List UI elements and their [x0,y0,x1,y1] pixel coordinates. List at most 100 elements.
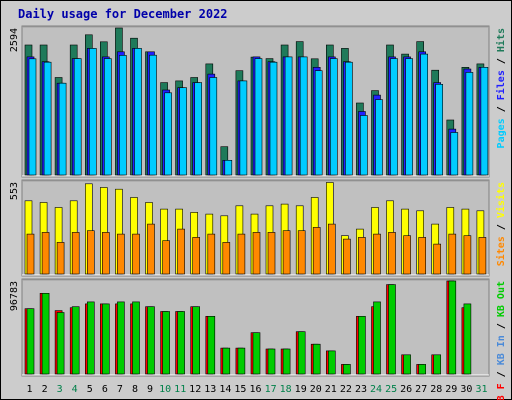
x-tick-label: 9 [147,384,153,395]
x-tick-label: 19 [295,384,307,395]
bar-sites [478,237,487,275]
bar-sites [162,240,170,275]
bar-sites [297,230,306,275]
x-tick-label: 24 [370,384,382,395]
bar-kb-out [162,311,170,375]
bar-pages [104,58,112,176]
x-tick-label: 13 [204,384,216,395]
bar-pages [480,67,489,176]
bar-sites [56,242,65,275]
bar-pages [119,55,127,176]
bar-pages [28,58,37,176]
bar-kb-out [207,315,216,375]
legend-entry: Pages [496,118,507,148]
x-tick-label: 8 [132,384,138,395]
x-tick-label: 30 [460,384,472,395]
bar-kb-out [373,301,381,375]
bar-sites [102,232,110,275]
bar-kb-out [267,348,276,375]
x-tick-label: 15 [234,384,246,395]
bar-sites [117,233,125,275]
bar-sites [433,243,442,275]
x-tick-label: 25 [385,384,397,395]
bar-kb-out [433,354,442,375]
bar-sites [71,232,80,275]
bar-sites [267,232,276,275]
bar-kb-out [252,332,261,375]
bar-pages [239,80,248,176]
x-tick-label: 14 [219,384,231,395]
bar-kb-out [403,354,411,375]
bar-sites [327,223,336,275]
bar-kb-out [132,301,140,375]
bar-pages [89,48,97,176]
bar-pages [465,72,474,176]
bar-kb-out [222,347,231,375]
panel-visits-sites: 553 Sites / Visits [9,179,507,277]
bar-sites [358,237,366,275]
x-tick-label: 17 [265,384,277,395]
x-tick-label: 31 [475,384,487,395]
x-tick-label: 20 [310,384,322,395]
x-tick-label: 18 [280,384,292,395]
bar-pages [450,132,459,176]
bar-kb-out [192,306,200,375]
bar-kb-out [343,364,351,375]
x-tick-label: 16 [249,384,261,395]
x-tick-label: 27 [415,384,427,395]
bar-kb-out [177,311,185,375]
x-tick-label: 5 [87,384,93,395]
bar-kb-out [418,364,427,375]
bar-sites [312,227,321,275]
legend-entry: Files [495,70,507,100]
bar-kb-out [102,303,110,375]
legend-entry: Hits [495,28,507,52]
bar-pages [299,56,308,176]
bar-pages [134,48,142,176]
bar-kb-out [26,308,35,375]
bar-sites [463,235,472,275]
x-tick-label: 22 [340,384,352,395]
x-tick-label: 21 [325,384,337,395]
bar-sites [87,230,95,275]
bar-kb-out [358,315,366,375]
x-tick-label: 29 [445,384,457,395]
bar-kb-out [41,292,50,375]
bar-pages [345,61,353,176]
x-tick-label: 3 [57,384,63,395]
x-tick-label: 23 [355,384,367,395]
bar-sites [147,223,155,275]
bar-pages [435,84,444,176]
bar-sites [132,233,140,275]
panel-scale-max-label: 2594 [9,28,20,52]
legend-separator: / [496,218,507,236]
x-tick-label: 4 [72,384,78,395]
bar-sites [343,238,351,275]
bar-pages [375,99,383,176]
panel-legend: Pages / Files / Hits [495,28,507,148]
bar-sites [252,232,261,275]
bar-pages [329,58,338,176]
bar-kb-out [147,306,155,375]
bar-pages [420,53,429,176]
bar-pages [179,87,187,176]
x-tick-label: 7 [117,384,123,395]
bar-pages [149,54,157,176]
bar-sites [418,237,427,275]
bar-kb-out [463,303,472,375]
bar-kb-out [282,348,291,375]
legend-separator: / [496,100,507,118]
bar-pages [164,92,172,176]
legend-separator: / [496,52,507,70]
x-tick-label: 2 [42,384,48,395]
legend-entry: Sites [495,236,507,266]
bar-pages [284,56,293,176]
x-tick-label: 11 [174,384,186,395]
bar-pages [405,58,413,176]
bar-kb-out [117,301,125,375]
bar-pages [209,77,218,176]
x-tick-label: 10 [159,384,171,395]
panel-scale-max-label: 96783 [9,281,20,311]
